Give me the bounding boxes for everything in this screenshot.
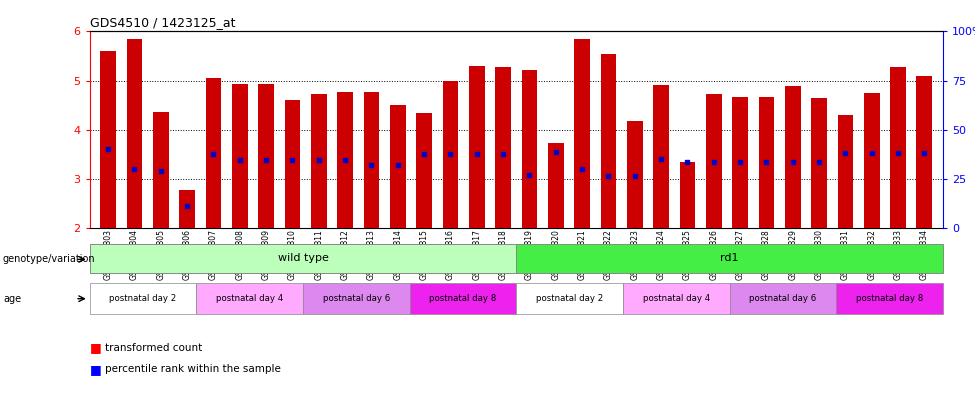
Bar <box>517 244 943 273</box>
Bar <box>390 105 406 228</box>
Text: postnatal day 8: postnatal day 8 <box>429 294 496 303</box>
Bar <box>522 70 537 228</box>
Text: age: age <box>3 294 21 304</box>
Bar <box>732 97 748 228</box>
Bar <box>653 86 669 228</box>
Text: postnatal day 6: postnatal day 6 <box>749 294 816 303</box>
Bar <box>337 92 353 228</box>
Text: ■: ■ <box>90 341 101 354</box>
Bar <box>495 67 511 228</box>
Text: postnatal day 8: postnatal day 8 <box>856 294 923 303</box>
Text: genotype/variation: genotype/variation <box>3 253 96 264</box>
Text: wild type: wild type <box>278 253 329 263</box>
Bar <box>627 121 643 228</box>
Bar <box>303 283 410 314</box>
Bar <box>574 39 590 228</box>
Bar <box>838 116 853 228</box>
Bar <box>916 75 932 228</box>
Text: postnatal day 2: postnatal day 2 <box>109 294 176 303</box>
Bar <box>837 283 943 314</box>
Bar <box>864 93 879 228</box>
Bar <box>127 39 142 228</box>
Text: postnatal day 4: postnatal day 4 <box>216 294 284 303</box>
Bar <box>206 78 221 228</box>
Bar <box>153 112 169 228</box>
Bar <box>90 283 196 314</box>
Text: ■: ■ <box>90 363 101 376</box>
Bar <box>811 98 827 228</box>
Bar <box>311 94 327 228</box>
Bar <box>443 81 458 228</box>
Text: GDS4510 / 1423125_at: GDS4510 / 1423125_at <box>90 16 235 29</box>
Bar <box>232 84 248 228</box>
Bar <box>517 283 623 314</box>
Bar <box>680 162 695 228</box>
Text: postnatal day 6: postnatal day 6 <box>323 294 390 303</box>
Bar <box>759 97 774 228</box>
Bar <box>196 283 303 314</box>
Bar <box>410 283 517 314</box>
Bar <box>890 67 906 228</box>
Bar <box>729 283 837 314</box>
Bar <box>469 66 485 228</box>
Bar <box>90 244 517 273</box>
Text: postnatal day 4: postnatal day 4 <box>643 294 710 303</box>
Text: postnatal day 2: postnatal day 2 <box>536 294 604 303</box>
Bar <box>623 283 729 314</box>
Bar <box>100 51 116 228</box>
Bar <box>364 92 379 228</box>
Bar <box>258 84 274 228</box>
Text: percentile rank within the sample: percentile rank within the sample <box>105 364 281 375</box>
Bar <box>416 114 432 228</box>
Text: transformed count: transformed count <box>105 343 203 353</box>
Bar <box>785 86 800 228</box>
Bar <box>601 53 616 228</box>
Text: rd1: rd1 <box>721 253 739 263</box>
Bar <box>706 94 722 228</box>
Bar <box>548 143 564 228</box>
Bar <box>285 100 300 228</box>
Bar <box>179 189 195 228</box>
